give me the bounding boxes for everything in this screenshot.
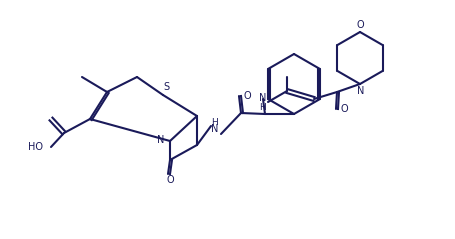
Text: N: N <box>157 135 164 145</box>
Text: N: N <box>357 86 364 96</box>
Text: S: S <box>162 82 169 92</box>
Text: O: O <box>243 91 250 101</box>
Text: HO: HO <box>28 142 43 152</box>
Text: N: N <box>211 124 218 134</box>
Text: N: N <box>259 93 266 103</box>
Text: H: H <box>211 118 218 126</box>
Text: O: O <box>355 20 363 30</box>
Text: H: H <box>259 103 266 112</box>
Text: O: O <box>339 104 347 114</box>
Text: O: O <box>166 175 173 185</box>
